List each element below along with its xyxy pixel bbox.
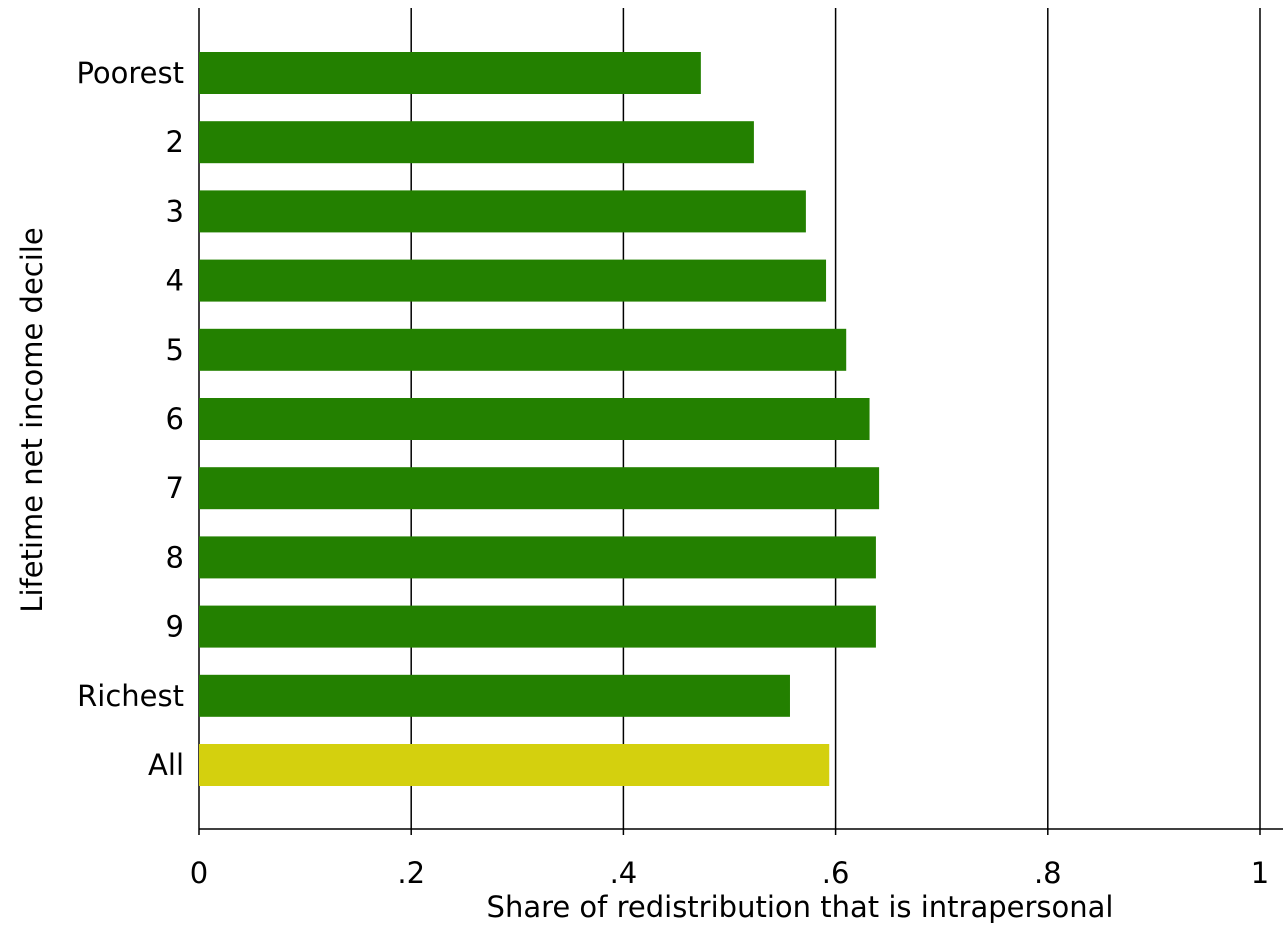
bar-6	[199, 398, 870, 440]
bar-8	[199, 536, 876, 579]
y-tick-label-7: 7	[166, 471, 184, 505]
y-tick-label-4: 4	[166, 264, 184, 298]
y-tick-label-poorest: Poorest	[76, 56, 184, 90]
bar-all	[199, 744, 830, 786]
bar-3	[199, 190, 806, 233]
x-axis-label: Share of redistribution that is intraper…	[487, 890, 1114, 924]
bar-poorest	[199, 52, 701, 94]
y-tick-label-6: 6	[166, 402, 184, 436]
y-tick-label-3: 3	[166, 194, 184, 228]
bar-richest	[199, 674, 790, 717]
x-tick-label-1: .2	[397, 856, 425, 890]
y-tick-label-8: 8	[166, 540, 184, 574]
x-tick-labels: 0 .2 .4 .6 .8 1	[190, 856, 1269, 890]
x-tick-label-3: .6	[822, 856, 850, 890]
x-tick-label-2: .4	[610, 856, 638, 890]
bar-4	[199, 259, 827, 302]
bars	[199, 52, 880, 786]
y-tick-label-9: 9	[166, 610, 184, 644]
y-axis-label: Lifetime net income decile	[15, 227, 49, 612]
x-tick-label-4: .8	[1034, 856, 1062, 890]
bar-9	[199, 605, 876, 648]
bar-7	[199, 467, 880, 510]
x-tick-label-5: 1	[1251, 856, 1269, 890]
bar-5	[199, 328, 847, 371]
y-tick-label-2: 2	[166, 125, 184, 159]
bar-2	[199, 121, 754, 164]
y-tick-label-all: All	[148, 748, 184, 782]
y-tick-labels: Poorest 2 3 4 5 6 7 8 9 Richest All	[76, 56, 184, 782]
y-tick-label-5: 5	[166, 333, 184, 367]
x-tick-label-0: 0	[190, 856, 208, 890]
y-tick-label-richest: Richest	[77, 679, 184, 713]
